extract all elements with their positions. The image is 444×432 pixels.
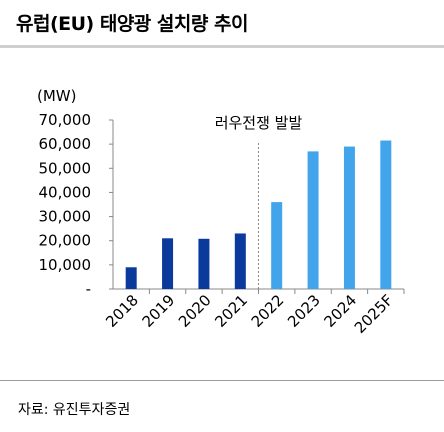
war-annotation: 러우전쟁 발발: [215, 114, 303, 132]
x-tick-label: 2019: [139, 291, 179, 331]
y-tick-label: 20,000: [39, 232, 92, 250]
bar-2020: [198, 238, 210, 289]
x-tick-label: 2020: [175, 291, 215, 331]
y-tick-label: -: [86, 280, 91, 298]
y-tick-label: 40,000: [39, 183, 92, 201]
x-tick-label: 2025F: [351, 291, 397, 337]
bar-2022: [271, 202, 283, 289]
bar-2024: [343, 146, 355, 289]
bar-2019: [162, 238, 174, 289]
y-tick-label: 50,000: [39, 159, 92, 177]
x-tick-label: 2023: [284, 291, 324, 331]
y-tick-label: 60,000: [39, 135, 92, 153]
y-tick-label: 70,000: [39, 111, 92, 129]
y-tick-label: 30,000: [39, 208, 92, 226]
chart: (MW) - 10,000 20,000 30,000 40,000 50,000 60,00…: [37, 87, 405, 337]
source-note: 자료: 유진투자증권: [18, 402, 131, 418]
bottom-rule: [0, 380, 444, 381]
x-tick-label: 2021: [211, 291, 251, 331]
bar-2018: [125, 267, 137, 289]
x-tick-label: 2022: [248, 291, 288, 331]
header: 유럽(EU) 태양광 설치량 추이: [0, 0, 444, 46]
y-tick-label: 10,000: [39, 256, 92, 274]
y-unit-label: (MW): [37, 87, 76, 105]
chart-title: 유럽(EU) 태양광 설치량 추이: [16, 13, 248, 35]
top-rule: [0, 45, 444, 48]
bar-2023: [307, 151, 319, 289]
x-tick-label: 2018: [102, 291, 142, 331]
bar-2021: [234, 233, 246, 289]
bar-2025F: [380, 140, 392, 289]
